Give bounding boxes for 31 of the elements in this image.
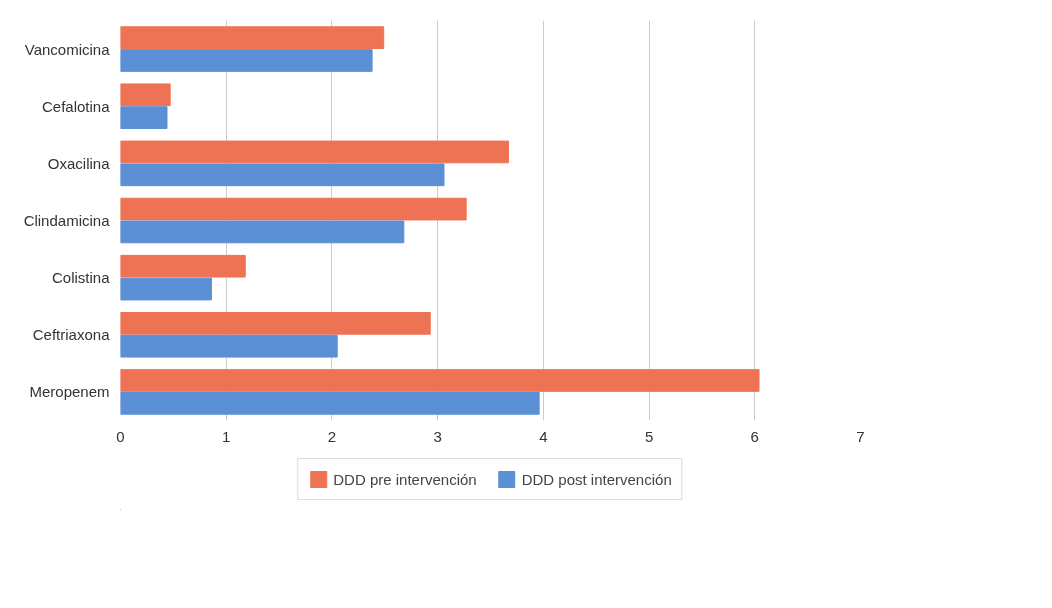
y-tick-label: Colistina	[51, 269, 111, 287]
x-tick-label: 0	[116, 427, 125, 445]
y-tick-label: Ceftriaxona	[32, 326, 111, 344]
x-tick-label: 2	[327, 427, 337, 445]
x-tick-label: 5	[644, 427, 654, 445]
x-tick-label: 4	[539, 427, 548, 445]
bar	[120, 392, 540, 415]
x-tick-label: 3	[433, 427, 442, 445]
x-tick-label: 7	[856, 427, 865, 445]
bar	[120, 334, 338, 358]
bar	[120, 254, 246, 278]
bar	[120, 277, 212, 301]
y-tick-label: Cefalotina	[41, 97, 111, 115]
bar	[120, 26, 385, 49]
y-tick-label: Vancomicina	[24, 40, 111, 58]
bar	[120, 49, 373, 72]
x-tick-label: 6	[750, 427, 759, 445]
y-tick-label: Oxacilina	[47, 154, 111, 172]
bar	[120, 197, 467, 221]
bar	[120, 312, 431, 335]
bar	[120, 369, 760, 392]
bar	[120, 140, 509, 164]
legend-label: DDD pre intervención	[333, 470, 477, 488]
bar	[120, 220, 405, 244]
bar	[120, 83, 171, 107]
bar	[120, 163, 445, 187]
legend-label: DDD post intervención	[521, 470, 672, 488]
y-tick-label: Meropenem	[29, 383, 110, 401]
y-tick-label: Clindamicina	[23, 212, 111, 229]
bar	[120, 106, 168, 129]
x-tick-label: 1	[222, 427, 231, 445]
